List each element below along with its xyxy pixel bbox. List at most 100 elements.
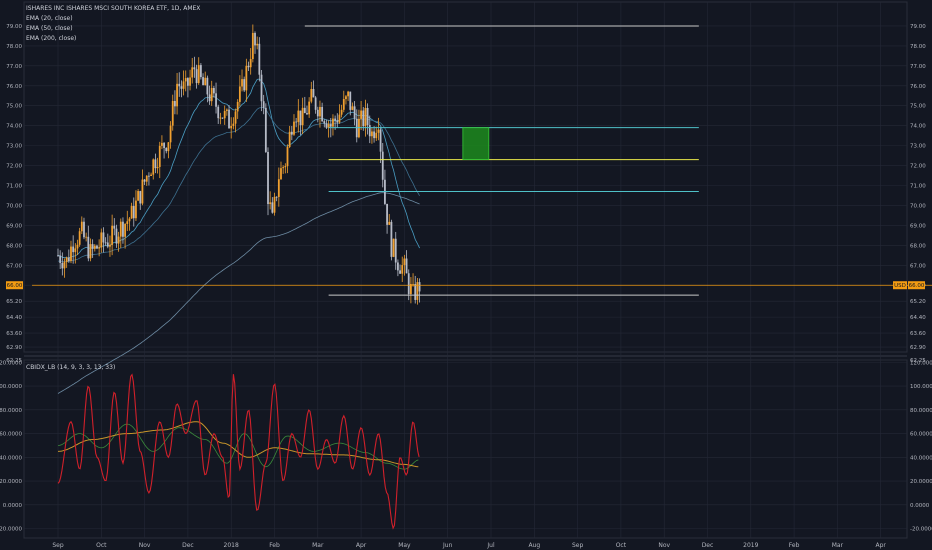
candle-body bbox=[321, 106, 324, 122]
price-tick-label-left: 73.00 bbox=[6, 144, 22, 150]
candle-body bbox=[260, 74, 263, 102]
candle-body bbox=[158, 145, 161, 167]
candle-body bbox=[219, 117, 222, 119]
candle-body bbox=[202, 77, 204, 86]
price-tick-label-right: 76.00 bbox=[910, 84, 926, 90]
time-tick-label: Apr bbox=[876, 542, 887, 549]
candle-body bbox=[392, 238, 395, 257]
candle-body bbox=[314, 97, 317, 110]
time-tick-label: Oct bbox=[96, 542, 107, 549]
horizontal-lines[interactable] bbox=[32, 25, 932, 296]
candle-body bbox=[221, 117, 224, 119]
candle-body bbox=[401, 265, 404, 274]
candle-body bbox=[312, 89, 315, 98]
candle-body bbox=[195, 69, 198, 84]
candle-body bbox=[119, 221, 122, 237]
current-price-label-axis: 66.00 bbox=[909, 283, 925, 289]
candle-body bbox=[161, 142, 163, 146]
current-price-label-left: 66.00 bbox=[7, 283, 23, 289]
time-tick-label: Mar bbox=[832, 542, 844, 549]
candle-body bbox=[126, 221, 129, 225]
candle-body bbox=[104, 242, 107, 244]
candle-body bbox=[98, 247, 101, 249]
current-price-badge-right bbox=[893, 281, 907, 290]
candle-body bbox=[122, 221, 124, 237]
candle-body bbox=[262, 101, 265, 108]
candle-body bbox=[80, 221, 83, 232]
price-tick-label-left: 74.00 bbox=[6, 124, 22, 130]
time-tick-label: 2018 bbox=[224, 542, 239, 549]
candle-body bbox=[349, 91, 352, 110]
ema50-legend[interactable]: EMA (50, close) bbox=[26, 25, 73, 32]
candle-body bbox=[280, 168, 282, 180]
osc-tick-label-left: 40.0000 bbox=[0, 455, 22, 461]
candle-body bbox=[275, 196, 278, 198]
candle-body bbox=[124, 224, 127, 237]
candle-body bbox=[57, 255, 59, 257]
osc-tick-label-left: 120.0000 bbox=[0, 360, 22, 366]
candle-body bbox=[59, 255, 62, 263]
price-tick-label-left: 76.00 bbox=[6, 84, 22, 90]
candle-body bbox=[76, 244, 79, 249]
candle-body bbox=[65, 257, 68, 262]
candle-body bbox=[327, 124, 330, 128]
oscillator-legend[interactable]: CBIDX_LB (14, 9, 3, 3, 13, 33) bbox=[26, 364, 116, 371]
candle-body bbox=[156, 166, 159, 169]
candle-body bbox=[63, 261, 66, 269]
price-tick-label-right: 78.00 bbox=[910, 44, 926, 50]
candle-body bbox=[414, 283, 417, 300]
candle-body bbox=[100, 232, 103, 248]
current-price-label-right: USD bbox=[894, 283, 906, 289]
candle-body bbox=[111, 225, 114, 245]
time-tick-label: Jun bbox=[442, 542, 453, 549]
candle-body bbox=[407, 273, 410, 295]
candle-body bbox=[249, 59, 252, 68]
candle-body bbox=[381, 151, 384, 180]
candle-body bbox=[72, 246, 75, 253]
candle-body bbox=[182, 81, 185, 89]
candle-body bbox=[148, 175, 150, 177]
ema20-legend[interactable]: EMA (20, close) bbox=[26, 15, 73, 22]
candle-body bbox=[93, 245, 96, 249]
candle-body bbox=[338, 114, 341, 123]
price-tick-label-left: 65.20 bbox=[6, 299, 22, 305]
candle-body bbox=[234, 111, 237, 124]
osc-tick-label-right: 0.0000 bbox=[910, 503, 930, 509]
candle-body bbox=[85, 236, 88, 238]
price-tick-label-left: 62.25 bbox=[6, 358, 22, 364]
osc-tick-label-right: 100.0000 bbox=[910, 384, 932, 390]
candle-body bbox=[308, 101, 311, 115]
time-tick-label: Sep bbox=[52, 542, 64, 549]
target-box[interactable] bbox=[462, 127, 490, 160]
candle-body bbox=[83, 221, 85, 238]
price-tick-label-left: 78.00 bbox=[6, 44, 22, 50]
ema200-legend[interactable]: EMA (200, close) bbox=[26, 35, 77, 42]
candle-body bbox=[364, 107, 367, 127]
candle-body bbox=[61, 262, 64, 269]
axes: 79.00 79.00 78.00 78.00 77.00 77.00 76.00 76.00… bbox=[0, 24, 932, 549]
candle-body bbox=[217, 106, 220, 119]
osc-tick-label-right: 40.0000 bbox=[910, 455, 932, 461]
candle-body bbox=[96, 245, 98, 249]
candle-body bbox=[399, 270, 401, 274]
candle-body bbox=[178, 83, 181, 87]
candles bbox=[57, 24, 421, 305]
price-tick-label-right: 71.00 bbox=[910, 184, 926, 190]
candle-body bbox=[78, 231, 81, 245]
candle-body bbox=[165, 147, 168, 152]
candle-body bbox=[230, 125, 233, 129]
candle-body bbox=[271, 202, 274, 213]
time-tick-label: Oct bbox=[616, 542, 627, 549]
candle-body bbox=[215, 93, 217, 107]
candle-body bbox=[362, 110, 365, 127]
time-tick-label: Nov bbox=[139, 542, 151, 549]
candle-body bbox=[306, 113, 308, 115]
time-tick-label: Dec bbox=[182, 542, 194, 549]
candle-body bbox=[264, 107, 267, 152]
candle-body bbox=[329, 124, 332, 127]
candle-body bbox=[340, 109, 343, 115]
price-tick-label-left: 79.00 bbox=[6, 24, 22, 30]
price-tick-label-left: 70.00 bbox=[6, 203, 22, 209]
candle-body bbox=[128, 218, 131, 222]
